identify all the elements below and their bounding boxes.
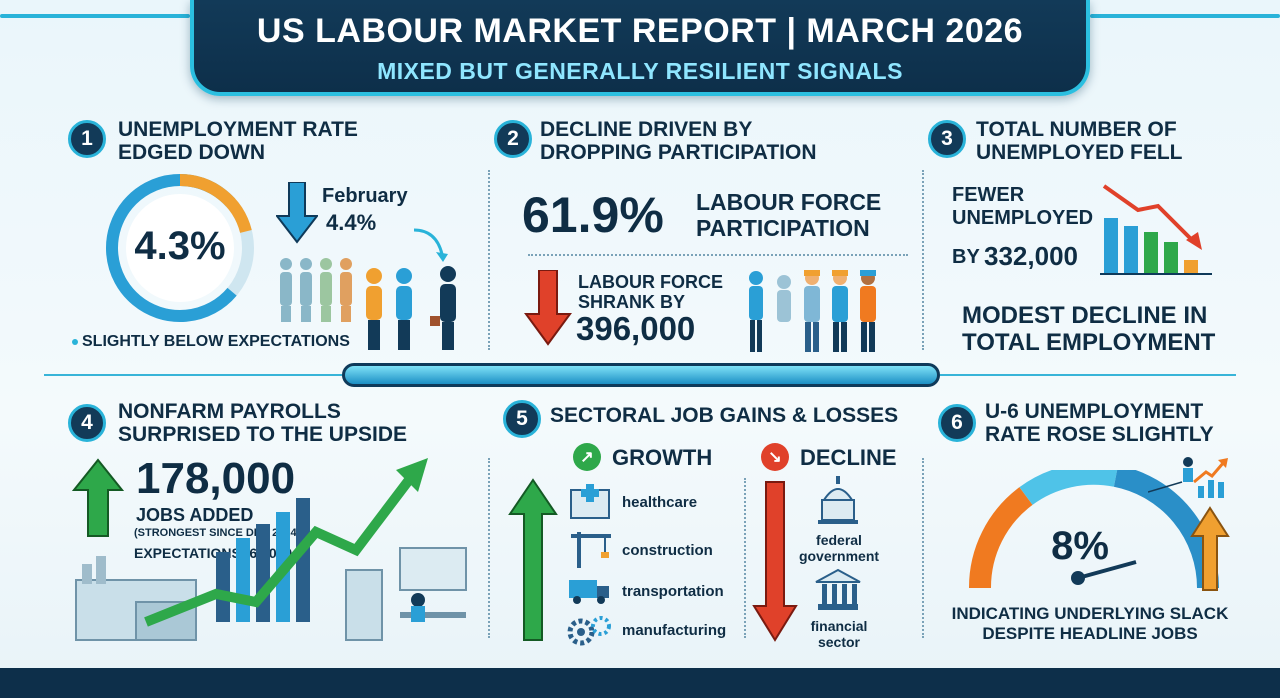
expectations-note: SLIGHTLY BELOW EXPECTATIONS [82, 333, 350, 350]
section-4-title: NONFARM PAYROLLS SURPRISED TO THE UPSIDE [118, 400, 407, 446]
february-label: February [322, 185, 408, 207]
section-6-title-line1: U-6 UNEMPLOYMENT [985, 400, 1204, 423]
section-2-title-line2: DROPPING PARTICIPATION [540, 141, 817, 164]
decline-item-1-line1: federal [816, 532, 862, 548]
shrank-label: LABOUR FORCE SHRANK BY [578, 272, 723, 312]
shrank-label-line1: LABOUR FORCE [578, 272, 723, 292]
red-down-arrow-icon [524, 270, 572, 346]
shrank-label-line2: SHRANK BY [578, 292, 686, 312]
modest-line2: TOTAL EMPLOYMENT [962, 329, 1216, 356]
section-1-title: UNEMPLOYMENT RATE EDGED DOWN [118, 118, 358, 164]
decline-item-1-line2: government [798, 548, 880, 564]
header-line-left [0, 14, 190, 18]
participation-label-line2: PARTICIPATION [696, 215, 870, 241]
queue-people-icon [280, 258, 456, 350]
bullet-dot [72, 339, 78, 345]
decline-arrow-icon [752, 481, 798, 642]
orange-up-arrow-icon [1190, 506, 1230, 591]
unemployment-rate-ring [106, 174, 254, 322]
growth-item-transportation: transportation [622, 583, 724, 600]
section-1-title-line2: EDGED DOWN [118, 141, 265, 164]
section-4-number: 4 [68, 404, 106, 442]
growth-label: GROWTH [612, 445, 713, 470]
modest-line1: MODEST DECLINE IN [962, 302, 1208, 329]
section-3-title-line1: TOTAL NUMBER OF [976, 118, 1177, 141]
section-1-number: 1 [68, 120, 106, 158]
fewer-label-line2: UNEMPLOYED [952, 207, 1094, 229]
person-chart-icon [1148, 457, 1228, 498]
growth-arrow-icon [508, 478, 558, 641]
growth-icon: ↗ [573, 443, 601, 471]
divider-1-2 [488, 170, 490, 350]
unemployed-decline-value: 332,000 [984, 241, 1078, 271]
divider-4-5 [488, 458, 490, 638]
by-label: BY [952, 246, 980, 268]
participation-label-line1: LABOUR FORCE [696, 189, 882, 215]
section-2-number: 2 [494, 120, 532, 158]
unemployment-rate-value: 4.3% [134, 224, 226, 268]
middle-line-left [44, 374, 342, 376]
u6-note-line1: INDICATING UNDERLYING SLACK [951, 604, 1229, 623]
growth-item-construction: construction [622, 542, 713, 559]
section-3-title-line2: UNEMPLOYED FELL [976, 141, 1183, 164]
u6-rate-value: 8% [1051, 524, 1109, 568]
middle-divider [342, 363, 940, 387]
u6-note-line2: DESPITE HEADLINE JOBS [982, 624, 1198, 643]
growth-item-healthcare: healthcare [622, 494, 698, 511]
modest-decline-text: MODEST DECLINE IN TOTAL EMPLOYMENT [962, 302, 1215, 356]
decline-label: DECLINE [800, 445, 897, 470]
dotted-separator [528, 254, 908, 256]
middle-line-right [940, 374, 1236, 376]
footer-bar [0, 668, 1280, 698]
section-3-number: 3 [928, 120, 966, 158]
page-title: US LABOUR MARKET REPORT | MARCH 2026 [256, 12, 1024, 50]
down-arrow-icon [276, 182, 318, 244]
fewer-label-line1: FEWER [952, 184, 1025, 206]
workers-group-icon [749, 270, 876, 352]
hospital-icon [570, 484, 610, 519]
section-2-title-line1: DECLINE DRIVEN BY [540, 118, 753, 141]
section-4-title-line2: SURPRISED TO THE UPSIDE [118, 423, 407, 446]
divider-2-3 [922, 170, 924, 350]
growth-decline-divider [744, 478, 746, 638]
february-value: 4.4% [326, 210, 377, 235]
decline-item-financial-sector: financial sector [784, 618, 894, 650]
growth-item-manufacturing: manufacturing [622, 622, 727, 639]
expectations-value: EXPECTATIONS: 60,000 [134, 545, 293, 561]
section-6-title-line2: RATE ROSE SLIGHTLY [985, 423, 1214, 446]
decline-item-federal-government: federal government [784, 532, 894, 564]
decline-item-2-line1: financial [810, 618, 868, 634]
bank-icon [815, 568, 861, 610]
u6-note: INDICATING UNDERLYING SLACK DESPITE HEAD… [940, 604, 1240, 644]
section-1-title-line1: UNEMPLOYMENT RATE [118, 118, 358, 141]
gears-icon [567, 616, 611, 646]
factory-growth-illustration [75, 458, 467, 641]
header-line-right [1090, 14, 1280, 18]
section-2-title: DECLINE DRIVEN BY DROPPING PARTICIPATION [540, 118, 817, 164]
declining-bars-icon [1100, 184, 1212, 275]
fewer-unemployed-label: FEWER UNEMPLOYED [952, 184, 1093, 230]
decline-item-2-line2: sector [817, 634, 861, 650]
section-5-title: SECTORAL JOB GAINS & LOSSES [550, 404, 899, 427]
section-4-title-line1: NONFARM PAYROLLS [118, 400, 341, 423]
page-subtitle: MIXED BUT GENERALLY RESILIENT SIGNALS [377, 58, 903, 84]
section-6-number: 6 [938, 404, 976, 442]
truck-icon [569, 580, 609, 604]
capitol-icon [818, 476, 858, 524]
shrank-value: 396,000 [576, 310, 696, 347]
header-banner [190, 0, 1090, 96]
jobs-added-label: JOBS ADDED [136, 505, 254, 525]
crane-icon [571, 532, 611, 568]
curved-arrow-icon [413, 228, 448, 262]
section-3-title: TOTAL NUMBER OF UNEMPLOYED FELL [976, 118, 1183, 164]
section-5-number: 5 [503, 400, 541, 438]
divider-5-6 [922, 458, 924, 638]
green-up-arrow-icon [72, 458, 124, 537]
participation-label: LABOUR FORCE PARTICIPATION [696, 189, 881, 241]
participation-value: 61.9% [522, 187, 664, 243]
decline-icon: ↘ [761, 443, 789, 471]
section-6-title: U-6 UNEMPLOYMENT RATE ROSE SLIGHTLY [985, 400, 1214, 446]
jobs-added-value: 178,000 [136, 454, 296, 503]
